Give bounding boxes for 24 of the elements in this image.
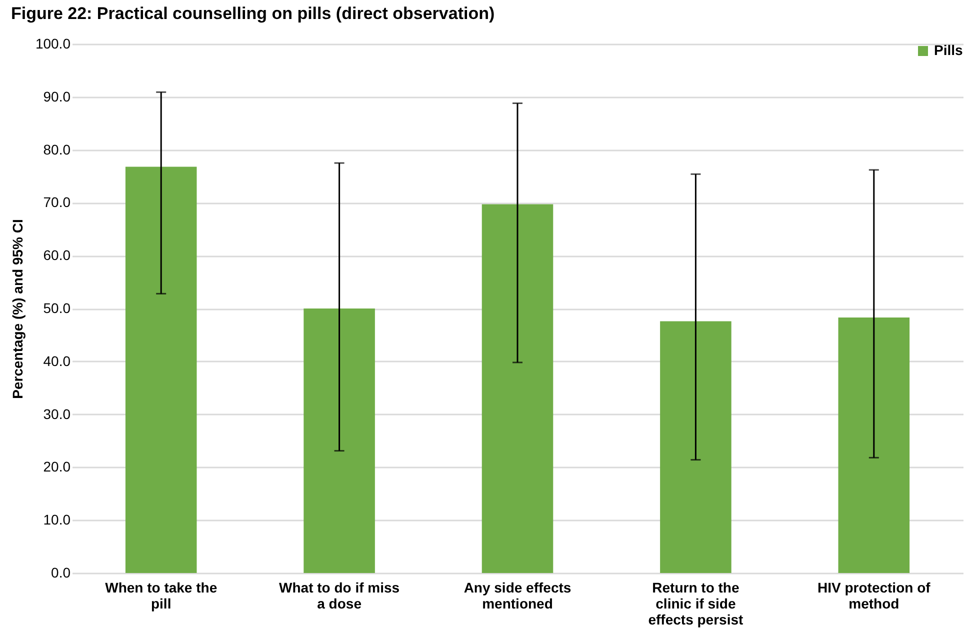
x-tick-label: When to take the pill <box>105 580 218 612</box>
x-tick-label: HIV protection of method <box>818 580 931 612</box>
y-tick-label: 0.0 <box>51 564 71 580</box>
y-tick-label: 100.0 <box>35 36 71 52</box>
bar <box>660 321 732 573</box>
y-tick-label: 70.0 <box>43 194 71 210</box>
y-tick-label: 20.0 <box>43 458 71 475</box>
legend-label: Pills <box>934 42 964 58</box>
y-tick-label: 30.0 <box>43 406 71 422</box>
y-tick-label: 80.0 <box>43 141 71 158</box>
x-tick-label: Return to the clinic if side effects persist <box>648 580 744 628</box>
y-tick-label: 60.0 <box>43 247 71 264</box>
chart-title: Figure 22: Practical counselling on pills (direct observation) <box>10 4 495 23</box>
y-tick-label: 50.0 <box>43 300 71 316</box>
bar <box>482 204 554 573</box>
y-tick-label: 40.0 <box>43 352 71 369</box>
x-tick-label: Any side effects mentioned <box>464 580 572 612</box>
y-tick-label: 90.0 <box>43 88 71 104</box>
x-tick-label: What to do if miss a dose <box>279 580 400 612</box>
y-axis-title: Percentage (%) and 95% CI <box>9 219 26 399</box>
bar <box>125 166 197 573</box>
bar <box>838 317 910 573</box>
bar <box>304 308 375 573</box>
y-tick-label: 10.0 <box>43 512 71 528</box>
